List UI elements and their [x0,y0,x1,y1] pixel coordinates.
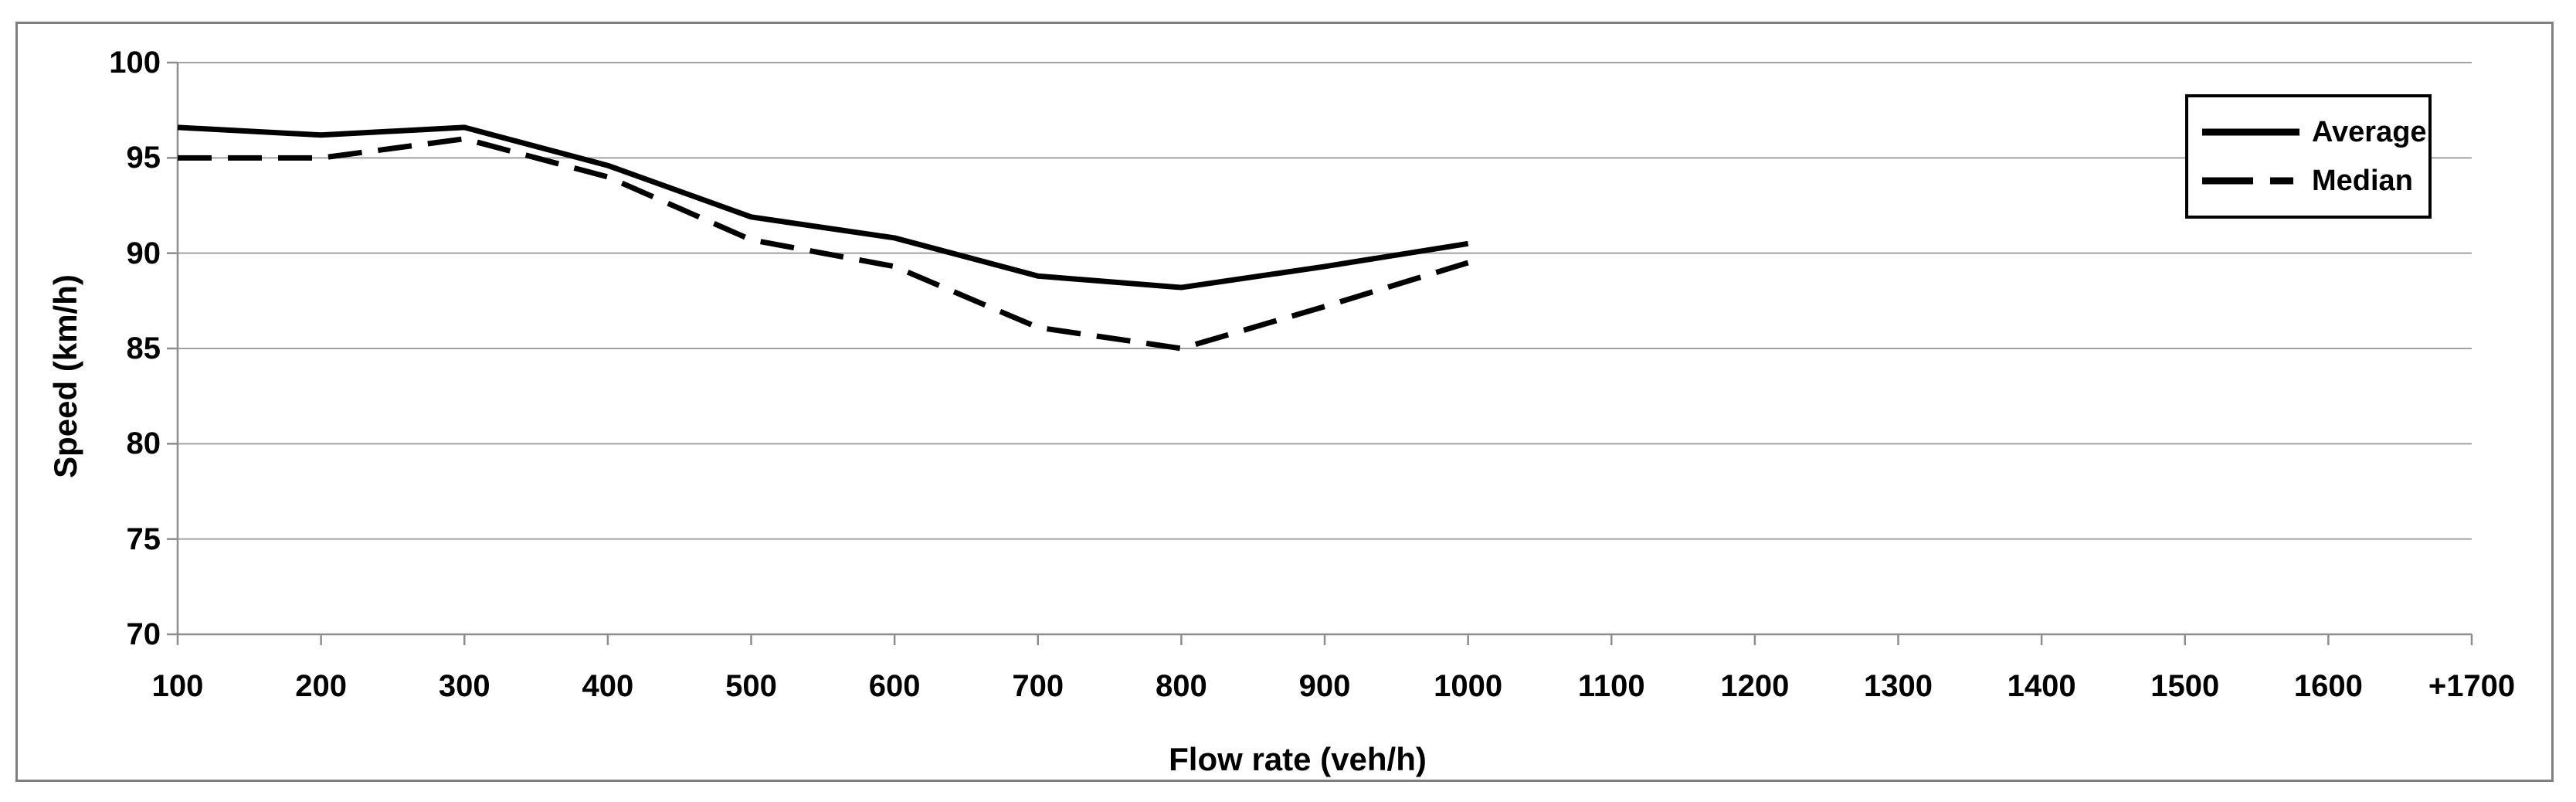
chart-border [15,22,2554,782]
x-tick-label-700: 700 [1012,669,1064,703]
series-line-median[interactable] [178,136,1469,352]
x-tick-label-100: 100 [151,669,204,703]
y-tick-label-75: 75 [126,522,161,556]
average-solid-line-icon [2202,128,2299,136]
x-tick-label-900: 900 [1298,669,1351,703]
y-tick-label-80: 80 [126,426,161,461]
y-tick-label-90: 90 [126,236,161,270]
x-tick-label-1400: 1400 [2007,669,2076,703]
x-tick-label-500: 500 [725,669,777,703]
legend[interactable]: Average Median [2185,94,2432,219]
legend-item-median[interactable]: Median [2201,166,2428,195]
x-tick-label-1300: 1300 [1864,669,1933,703]
median-dashed-line-icon [2202,177,2299,185]
y-tick-label-95: 95 [126,141,161,175]
legend-item-average[interactable]: Average [2201,117,2428,147]
x-tick-label-1200: 1200 [1720,669,1790,703]
x-tick-label-1500: 1500 [2150,669,2220,703]
x-tick-label-1100: 1100 [1577,669,1645,703]
x-tick-label-400: 400 [582,669,634,703]
series-line-average[interactable] [177,124,1469,291]
x-tick-label-+1700: +1700 [2428,669,2516,703]
x-axis-title: Flow rate (veh/h) [1169,741,1427,777]
y-axis-title: Speed (km/h) [47,274,83,478]
y-tick-label-70: 70 [126,617,161,651]
x-tick-label-1600: 1600 [2293,669,2363,703]
x-tick-label-1000: 1000 [1434,669,1503,703]
y-tick-label-100: 100 [109,46,161,80]
x-tick-label-300: 300 [438,669,490,703]
x-tick-label-800: 800 [1156,669,1207,703]
y-tick-label-85: 85 [126,331,161,365]
legend-label-average: Average [2312,115,2427,148]
x-tick-label-600: 600 [868,669,921,703]
x-tick-label-200: 200 [295,669,347,703]
legend-label-median: Median [2312,165,2413,198]
